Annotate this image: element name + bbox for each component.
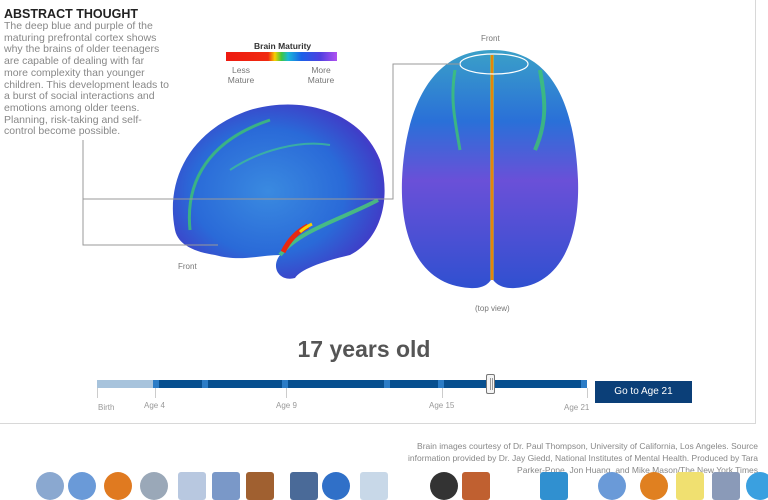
- age-display: 17 years old: [297, 336, 431, 362]
- section-description: The deep blue and purple of the maturing…: [4, 20, 169, 138]
- side-view-brain: [172, 104, 385, 279]
- legend-less-label: Less Mature: [227, 65, 255, 85]
- slider-marker: [581, 380, 587, 388]
- tick-label-age-9: Age 9: [276, 401, 297, 410]
- slider-marker: [153, 380, 159, 388]
- tick-label-age-21: Age 21: [564, 403, 590, 412]
- tick-label-birth: Birth: [98, 403, 115, 412]
- callout-lines: [82, 63, 460, 246]
- legend-color-bar: [226, 52, 337, 61]
- legend-more-label: More Mature: [307, 65, 335, 85]
- top-view-front-label: Front: [481, 34, 500, 43]
- dock-app-icon[interactable]: [746, 472, 768, 500]
- tick-label-age-15: Age 15: [429, 401, 455, 410]
- dock-app-icon[interactable]: [462, 472, 490, 500]
- firefox-icon[interactable]: [104, 472, 132, 500]
- go-to-age-21-button[interactable]: Go to Age 21: [595, 381, 692, 403]
- slider-marker: [384, 380, 390, 388]
- clock-app-icon[interactable]: [430, 472, 458, 500]
- legend-title: Brain Maturity: [254, 41, 312, 51]
- photo-app-icon[interactable]: [246, 472, 274, 500]
- slider-tick: [587, 388, 588, 398]
- age-slider-track[interactable]: [97, 380, 587, 388]
- dock-app-icon[interactable]: [540, 472, 568, 500]
- slider-tick: [155, 388, 156, 398]
- slider-tick: [286, 388, 287, 398]
- top-view-caption: (top view): [475, 304, 510, 313]
- dock-app-icon[interactable]: [178, 472, 206, 500]
- age-slider-early-segment: [97, 380, 153, 388]
- age-slider-handle[interactable]: [486, 374, 495, 394]
- top-view-brain: [401, 50, 579, 289]
- dock-app-icon[interactable]: [712, 472, 740, 500]
- slider-tick: [442, 388, 443, 398]
- brain-illustrations: [82, 50, 579, 289]
- dock-app-icon[interactable]: [68, 472, 96, 500]
- safari-icon[interactable]: [140, 472, 168, 500]
- credit-text: Brain images courtesy of Dr. Paul Thomps…: [408, 441, 758, 475]
- dock-app-icon[interactable]: [212, 472, 240, 500]
- dock-app-icon[interactable]: [640, 472, 668, 500]
- dock-app-icon[interactable]: [322, 472, 350, 500]
- dock-app-icon[interactable]: [360, 472, 388, 500]
- dock-app-icon[interactable]: [36, 472, 64, 500]
- slider-marker: [202, 380, 208, 388]
- side-view-front-label: Front: [178, 262, 197, 271]
- slider-marker: [438, 380, 444, 388]
- tick-label-age-4: Age 4: [144, 401, 165, 410]
- slider-tick: [97, 388, 98, 398]
- dock-app-icon[interactable]: [598, 472, 626, 500]
- section-heading: ABSTRACT THOUGHT: [4, 7, 139, 21]
- notes-app-icon[interactable]: [676, 472, 704, 500]
- dock-app-icon[interactable]: [290, 472, 318, 500]
- slider-marker: [282, 380, 288, 388]
